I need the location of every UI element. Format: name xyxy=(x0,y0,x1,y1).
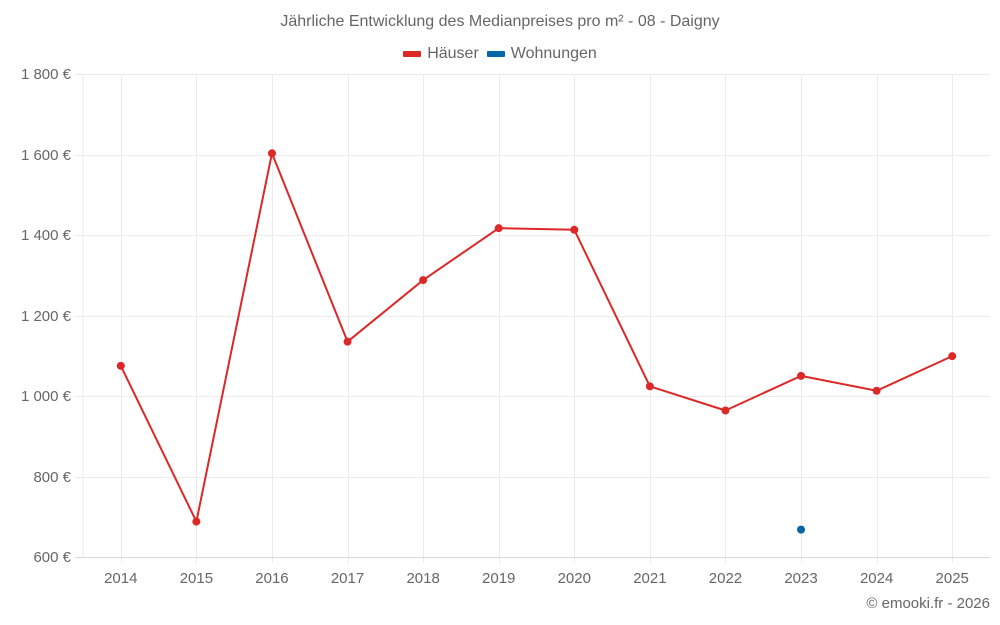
data-point[interactable] xyxy=(872,386,881,395)
x-tick-label: 2016 xyxy=(255,570,289,587)
legend-label-haeuser: Häuser xyxy=(427,45,479,62)
x-tick-label: 2022 xyxy=(708,570,743,587)
x-tick-label: 2024 xyxy=(859,570,894,587)
y-tick-label: 1 800 € xyxy=(20,65,71,83)
x-tick-label: 2021 xyxy=(633,570,667,587)
x-tick-label: 2025 xyxy=(935,570,969,587)
legend-item-wohnungen[interactable]: Wohnungen xyxy=(486,45,597,63)
legend-label-wohnungen: Wohnungen xyxy=(510,45,597,62)
data-point[interactable] xyxy=(645,382,654,391)
data-point[interactable] xyxy=(570,225,579,234)
legend-swatch-haeuser xyxy=(403,51,422,57)
x-tick-label: 2018 xyxy=(406,570,440,587)
y-tick-label: 1 000 € xyxy=(20,387,71,405)
x-tick-label: 2020 xyxy=(557,570,591,587)
data-point[interactable] xyxy=(267,149,276,158)
chart-title: Jährliche Entwicklung des Medianpreises … xyxy=(280,13,720,30)
x-tick-label: 2017 xyxy=(330,570,365,587)
series-line-0 xyxy=(119,152,953,523)
data-point[interactable] xyxy=(948,352,957,361)
y-tick-label: 600 € xyxy=(33,548,71,566)
x-tick-label: 2019 xyxy=(482,570,516,587)
data-point[interactable] xyxy=(419,276,428,285)
credit-text: © emooki.fr - 2026 xyxy=(866,595,990,612)
legend-item-haeuser[interactable]: Häuser xyxy=(403,45,479,63)
x-tick-label: 2015 xyxy=(179,570,214,587)
data-point[interactable] xyxy=(797,525,806,534)
x-tick-label: 2014 xyxy=(104,570,138,587)
legend-swatch-wohnungen xyxy=(486,51,505,57)
data-point[interactable] xyxy=(797,371,806,380)
y-tick-label: 1 200 € xyxy=(20,307,71,325)
data-point[interactable] xyxy=(494,224,503,233)
y-tick-label: 800 € xyxy=(33,468,71,486)
legend: Häuser Wohnungen xyxy=(0,45,1000,63)
data-point[interactable] xyxy=(721,406,730,415)
data-point[interactable] xyxy=(192,517,201,526)
y-tick-label: 1 400 € xyxy=(20,226,71,244)
y-tick-label: 1 600 € xyxy=(20,146,71,164)
x-tick-label: 2023 xyxy=(784,570,818,587)
data-point[interactable] xyxy=(116,361,125,370)
data-point[interactable] xyxy=(343,337,352,346)
